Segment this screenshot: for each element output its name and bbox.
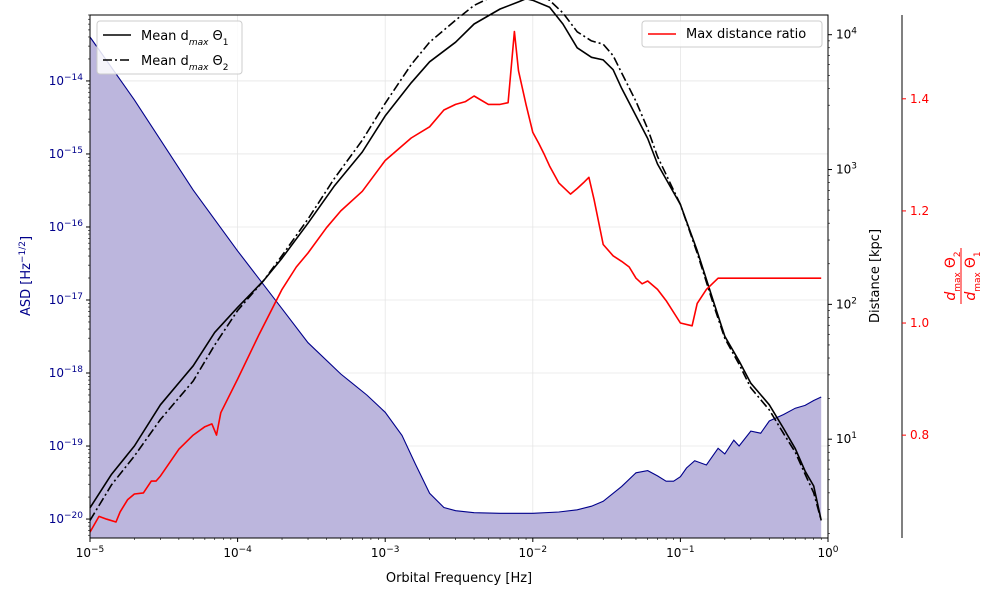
legend-theta1-label: Mean dmax Θ1 — [141, 29, 229, 48]
distance-tick-label: 103 — [836, 162, 857, 177]
ratio-tick-label: 1.0 — [910, 316, 929, 330]
asd-layer — [89, 36, 822, 538]
theta2-line — [89, 0, 822, 521]
x-tick-label: 10−1 — [666, 545, 695, 560]
ratio-axis-label: dmaxΘ2 dmaxΘ1 — [943, 248, 983, 304]
left-tick-label: 10−20 — [49, 511, 84, 526]
distance-tick-label: 102 — [836, 296, 857, 311]
x-axis: 10−5 10−4 10−3 10−2 10−1 100 — [76, 538, 839, 560]
ratio-tick-label: 1.2 — [910, 204, 929, 218]
legend-ratio-label: Max distance ratio — [686, 27, 806, 42]
svg-text:dmaxΘ2: dmaxΘ2 — [943, 251, 963, 300]
ratio-tick-label: 0.8 — [910, 428, 929, 442]
left-tick-label: 10−15 — [49, 146, 83, 161]
left-y-axis: 10−20 10−19 10−18 10−17 10−16 10−15 10−14 — [49, 14, 90, 536]
ratio-line — [89, 30, 822, 533]
x-tick-label: 10−4 — [223, 545, 252, 560]
ratio-tick-label: 1.4 — [910, 92, 929, 106]
x-tick-label: 10−3 — [371, 545, 400, 560]
legend-left: Mean dmax Θ1 Mean dmax Θ2 — [96, 20, 243, 75]
distance-tick-label: 101 — [836, 431, 857, 446]
plot-frame — [89, 14, 829, 539]
x-axis-label: Orbital Frequency [Hz] — [386, 571, 532, 586]
legend-right: Max distance ratio — [641, 20, 823, 48]
ratio-axis: 0.8 1.0 1.2 1.4 — [901, 15, 929, 538]
lines-layer — [89, 0, 822, 533]
left-tick-label: 10−19 — [49, 438, 84, 453]
distance-axis-label: Distance [kpc] — [868, 229, 883, 323]
svg-text:dmaxΘ1: dmaxΘ1 — [963, 251, 983, 300]
left-tick-label: 10−17 — [49, 292, 83, 307]
left-axis-label: ASD [Hz−1/2] — [18, 236, 34, 316]
left-tick-label: 10−14 — [49, 73, 84, 88]
legend-theta2-label: Mean dmax Θ2 — [141, 54, 229, 73]
left-tick-label: 10−18 — [49, 365, 84, 380]
x-tick-label: 10−2 — [519, 545, 548, 560]
x-tick-label: 100 — [817, 545, 838, 560]
distance-axis: 101 102 103 104 — [828, 27, 857, 534]
distance-tick-label: 104 — [836, 27, 857, 42]
asd-line — [89, 36, 822, 514]
left-tick-label: 10−16 — [49, 219, 84, 234]
x-tick-label: 10−5 — [76, 545, 105, 560]
asd-fill-area — [90, 37, 822, 538]
